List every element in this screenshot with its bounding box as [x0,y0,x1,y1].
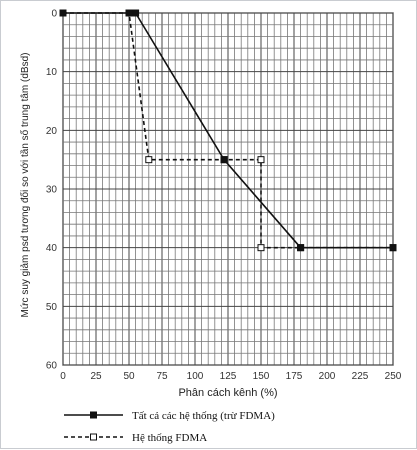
x-tick-label: 200 [319,371,336,382]
y-axis-title: Mức suy giảm psd tương đối so với tần số… [19,53,31,318]
legend-label: Hệ thống FDMA [132,432,207,444]
x-tick-label: 25 [90,371,102,382]
legend-label: Tất cả các hệ thống (trừ FDMA) [132,410,275,422]
series-layer [59,9,397,252]
point-marker-filled [59,9,67,17]
x-tick-label: 150 [253,371,270,382]
point-marker-open [145,156,153,164]
x-tick-label: 125 [220,371,237,382]
series-line-all-systems [63,12,393,249]
y-tick-label: 0 [51,9,57,20]
x-tick-label: 250 [385,371,402,382]
legend-marker-open [90,433,97,441]
legend-marker-filled [90,411,97,419]
y-tick-label: 20 [46,126,58,137]
point-marker-open [257,156,265,164]
x-tick-label: 175 [286,371,303,382]
legend: Tất cả các hệ thống (trừ FDMA) Hệ thống F… [64,410,275,444]
x-tick-label: 50 [123,371,135,382]
x-axis-title: Phân cách kênh (%) [178,387,277,399]
y-tick-label: 60 [46,361,58,372]
point-marker-filled [125,9,133,17]
y-tick-label: 10 [46,67,58,78]
x-tick-label: 100 [187,371,204,382]
point-marker-filled [132,9,140,17]
y-tick-label: 50 [46,302,58,313]
point-marker-filled [389,244,397,252]
x-tick-label: 225 [352,371,369,382]
point-marker-open [257,244,265,252]
grid-lines [62,12,394,366]
tick-labels: 0 25 50 75 100 125 150 175 200 225 250 0 10 20 30 40 50 6… [46,9,402,383]
point-marker-filled [297,244,305,252]
x-tick-label: 75 [156,371,168,382]
y-tick-label: 40 [46,243,58,254]
y-tick-label: 30 [46,185,58,196]
x-tick-label: 0 [60,371,66,382]
point-marker-filled [220,156,228,164]
